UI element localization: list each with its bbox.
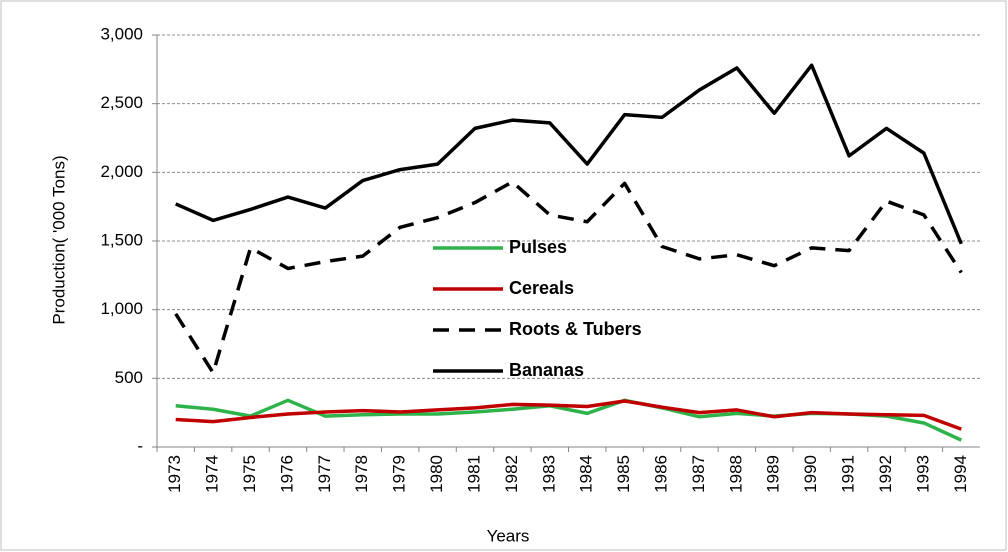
legend-label: Cereals <box>509 278 574 298</box>
x-axis-title: Years <box>487 526 530 545</box>
x-tick-label: 1974 <box>203 455 222 493</box>
line-series <box>174 180 963 375</box>
x-tick-label: 1989 <box>764 455 783 493</box>
x-tick-label: 1992 <box>876 455 895 493</box>
x-tick-label: 1986 <box>652 455 671 493</box>
x-tick-label: 1980 <box>427 455 446 493</box>
x-tick-label: 1990 <box>801 455 820 493</box>
x-tick-label: 1984 <box>577 455 596 493</box>
legend-label: Roots & Tubers <box>509 319 642 339</box>
y-axis-title: Production( '000 Tons) <box>49 155 68 324</box>
x-tick-label: 1975 <box>240 455 259 493</box>
y-tick-label: - <box>137 436 143 455</box>
x-tick-label: 1981 <box>464 455 483 493</box>
y-tick-label: 1,000 <box>100 299 143 318</box>
legend-label: Bananas <box>509 360 584 380</box>
x-tick-label: 1978 <box>352 455 371 493</box>
x-tick-label: 1976 <box>277 455 296 493</box>
y-tick-label: 2,000 <box>100 162 143 181</box>
x-tick-label: 1983 <box>539 455 558 493</box>
y-tick-label: 500 <box>115 368 143 387</box>
line-series <box>174 63 963 245</box>
x-tick-label: 1985 <box>614 455 633 493</box>
x-tick-label: 1991 <box>839 455 858 493</box>
x-tick-label: 1994 <box>951 455 970 493</box>
legend-label: Pulses <box>509 237 567 257</box>
y-tick-label: 2,500 <box>100 93 143 112</box>
x-tick-label: 1979 <box>390 455 409 493</box>
y-tick-label: 1,500 <box>100 230 143 249</box>
x-tick-label: 1977 <box>315 455 334 493</box>
y-tick-label: 3,000 <box>100 24 143 43</box>
x-tick-label: 1988 <box>726 455 745 493</box>
x-tick-label: 1987 <box>689 455 708 493</box>
line-series <box>175 399 962 431</box>
x-tick-label: 1993 <box>913 455 932 493</box>
x-tick-label: 1973 <box>165 455 184 493</box>
x-tick-label: 1982 <box>502 455 521 493</box>
